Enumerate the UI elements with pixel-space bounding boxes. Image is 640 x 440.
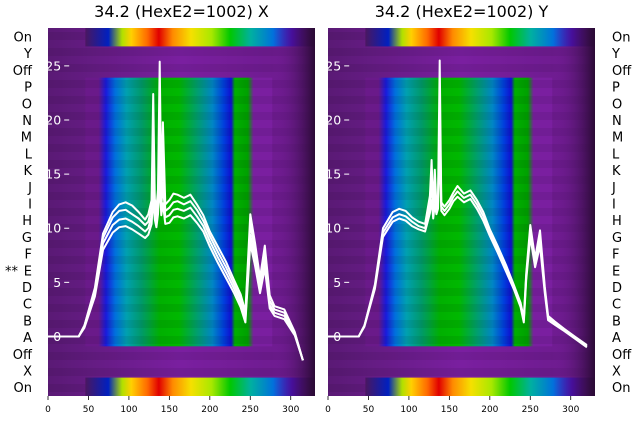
series-line-4 <box>48 181 304 361</box>
x-tick-label: 100 <box>400 405 417 415</box>
row-label-o: O <box>22 97 32 112</box>
y-tick-label: 10 <box>325 221 341 236</box>
x-tick-label: 250 <box>522 405 539 415</box>
y-tick-label: 0 <box>53 329 61 344</box>
row-label-a: A <box>23 331 32 346</box>
row-label-j: J <box>611 181 616 196</box>
row-label-e: E <box>612 264 620 279</box>
row-label-j: J <box>27 181 32 196</box>
chart-panel-y: 34.2 (HexE2=1002) Y 0 50 100 150 200 250 300 0 5 1… <box>325 2 595 415</box>
row-label-y: Y <box>23 47 32 62</box>
row-label-f: F <box>612 248 619 263</box>
series-line-3 <box>48 153 304 361</box>
y-tick-label: 15 <box>325 167 341 182</box>
row-label-k: K <box>612 164 621 179</box>
y-tick-label: 25 <box>45 58 61 73</box>
y-tick-label: 15 <box>45 167 61 182</box>
row-label-y: Y <box>611 47 620 62</box>
row-label-f: F <box>25 248 32 263</box>
x-tick-label: 50 <box>363 405 375 415</box>
row-label-k: K <box>23 164 32 179</box>
x-tick-label: 200 <box>481 405 498 415</box>
row-label-a: A <box>612 331 621 346</box>
row-label-i: I <box>28 198 32 213</box>
row-label-h: H <box>22 214 32 229</box>
x-tick-label: 200 <box>201 405 218 415</box>
series-line-1 <box>48 60 304 361</box>
x-tick-label: 150 <box>161 405 178 415</box>
row-label-o: O <box>612 97 622 112</box>
row-label-m: M <box>21 131 32 146</box>
row-label-g: G <box>612 231 622 246</box>
row-label-m: M <box>612 131 623 146</box>
y-tick-label: 20 <box>325 113 341 128</box>
x-tick-label: 50 <box>83 405 95 415</box>
row-label-on: On <box>14 381 32 396</box>
row-label-x: X <box>612 365 621 380</box>
x-tick-label: 0 <box>45 405 51 415</box>
marked-row-indicator: ** <box>5 264 19 279</box>
y-tick-label: 5 <box>333 275 341 290</box>
row-label-d: D <box>612 281 622 296</box>
y-tick-label: 0 <box>333 329 341 344</box>
row-label-b: B <box>612 314 621 329</box>
series-line-2 <box>48 113 304 361</box>
y-tick-label: 20 <box>45 113 61 128</box>
x-tick-label: 0 <box>325 405 331 415</box>
row-label-p: P <box>24 81 32 96</box>
row-label-n: N <box>22 114 32 129</box>
row-label-on: On <box>612 31 630 46</box>
heatmap-image <box>48 28 315 396</box>
row-label-l: L <box>612 147 620 162</box>
row-label-off: Off <box>13 348 33 363</box>
row-label-p: P <box>612 81 620 96</box>
row-label-x: X <box>23 365 32 380</box>
row-label-d: D <box>22 281 32 296</box>
chart-title: 34.2 (HexE2=1002) Y <box>375 2 549 21</box>
row-label-off: Off <box>612 348 632 363</box>
x-tick-label: 100 <box>120 405 137 415</box>
x-tick-label: 300 <box>562 405 579 415</box>
y-tick-label: 10 <box>45 221 61 236</box>
row-label-l: L <box>25 147 33 162</box>
row-label-c: C <box>23 298 32 313</box>
x-tick-label: 150 <box>441 405 458 415</box>
y-tick-label: 25 <box>325 58 341 73</box>
row-label-e: E <box>24 264 32 279</box>
row-label-h: H <box>612 214 622 229</box>
row-label-g: G <box>22 231 32 246</box>
row-label-off: Off <box>612 64 632 79</box>
y-tick-label: 5 <box>53 275 61 290</box>
row-label-c: C <box>612 298 621 313</box>
row-label-i: I <box>612 198 616 213</box>
x-tick-label: 250 <box>242 405 259 415</box>
chart-title: 34.2 (HexE2=1002) X <box>94 2 269 21</box>
row-label-n: N <box>612 114 622 129</box>
heatmap-image <box>328 28 595 396</box>
row-label-on: On <box>14 31 32 46</box>
row-label-on: On <box>612 381 630 396</box>
row-label-b: B <box>23 314 32 329</box>
row-label-off: Off <box>13 64 33 79</box>
x-tick-label: 300 <box>282 405 299 415</box>
chart-panel-x: 34.2 (HexE2=1002) X 0 50 100 150 200 250 300 0 5 1… <box>45 2 315 415</box>
series-line-3 <box>328 142 588 349</box>
